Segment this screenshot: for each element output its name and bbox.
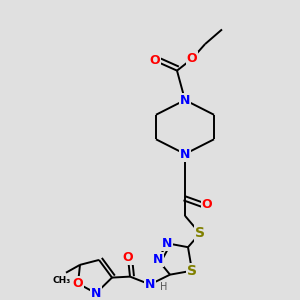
Text: N: N — [145, 278, 155, 291]
Text: O: O — [123, 251, 133, 265]
Text: O: O — [202, 197, 212, 211]
Text: N: N — [91, 287, 101, 300]
Text: N: N — [180, 94, 190, 106]
Text: N: N — [153, 254, 163, 266]
Text: CH₃: CH₃ — [53, 276, 71, 285]
Text: H: H — [160, 282, 168, 292]
Text: S: S — [195, 226, 205, 241]
Text: O: O — [187, 52, 197, 65]
Text: S: S — [187, 264, 197, 278]
Text: N: N — [162, 237, 172, 250]
Text: O: O — [73, 277, 83, 290]
Text: N: N — [180, 148, 190, 160]
Text: O: O — [150, 54, 160, 67]
